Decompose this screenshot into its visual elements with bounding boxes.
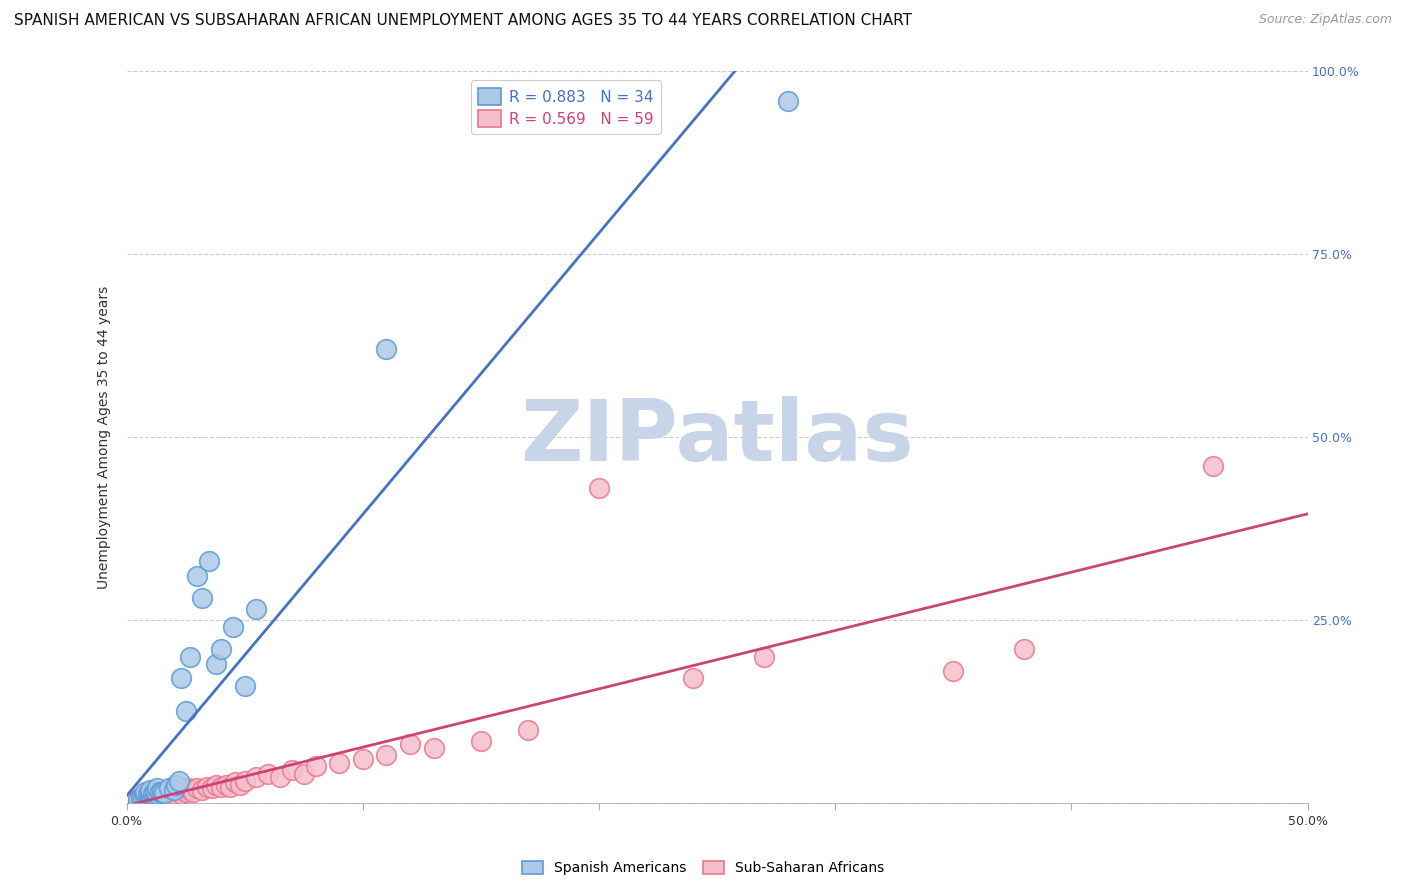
Point bbox=[174, 785, 197, 799]
Point bbox=[224, 775, 246, 789]
Point bbox=[134, 787, 156, 801]
Point bbox=[150, 789, 173, 804]
Point bbox=[198, 554, 221, 568]
Point bbox=[177, 781, 200, 796]
Point bbox=[942, 664, 965, 678]
Point bbox=[229, 777, 252, 792]
Point bbox=[517, 723, 540, 737]
Point bbox=[132, 791, 155, 805]
Point bbox=[170, 787, 193, 801]
Point bbox=[174, 705, 197, 719]
Point bbox=[150, 785, 173, 799]
Point bbox=[588, 481, 610, 495]
Point bbox=[149, 785, 172, 799]
Point bbox=[146, 787, 169, 801]
Y-axis label: Unemployment Among Ages 35 to 44 years: Unemployment Among Ages 35 to 44 years bbox=[97, 285, 111, 589]
Point bbox=[139, 792, 162, 806]
Point bbox=[179, 649, 201, 664]
Point bbox=[143, 785, 166, 799]
Point bbox=[134, 785, 156, 799]
Point bbox=[172, 782, 194, 797]
Point bbox=[470, 733, 492, 747]
Point bbox=[160, 785, 183, 799]
Point bbox=[186, 569, 208, 583]
Legend: R = 0.883   N = 34, R = 0.569   N = 59: R = 0.883 N = 34, R = 0.569 N = 59 bbox=[471, 80, 661, 135]
Point bbox=[776, 94, 799, 108]
Point bbox=[205, 777, 228, 792]
Point bbox=[165, 782, 187, 797]
Point bbox=[141, 787, 163, 801]
Legend: Spanish Americans, Sub-Saharan Africans: Spanish Americans, Sub-Saharan Africans bbox=[516, 855, 890, 880]
Point bbox=[281, 763, 304, 777]
Point bbox=[143, 789, 166, 803]
Text: Source: ZipAtlas.com: Source: ZipAtlas.com bbox=[1258, 13, 1392, 27]
Point bbox=[139, 787, 162, 801]
Point bbox=[209, 642, 232, 657]
Point bbox=[205, 657, 228, 671]
Point bbox=[153, 786, 176, 800]
Point bbox=[163, 782, 186, 797]
Point bbox=[200, 781, 222, 796]
Point bbox=[157, 781, 180, 796]
Point bbox=[141, 789, 163, 804]
Point bbox=[1202, 459, 1225, 474]
Point bbox=[136, 789, 159, 803]
Point bbox=[245, 602, 267, 616]
Point bbox=[1012, 642, 1035, 657]
Point bbox=[191, 591, 214, 605]
Point bbox=[134, 789, 156, 804]
Point bbox=[754, 649, 776, 664]
Point bbox=[257, 766, 280, 780]
Point bbox=[132, 789, 155, 803]
Point bbox=[209, 780, 232, 794]
Point bbox=[352, 752, 374, 766]
Point bbox=[186, 781, 208, 796]
Text: ZIPatlas: ZIPatlas bbox=[520, 395, 914, 479]
Point bbox=[233, 679, 256, 693]
Point bbox=[163, 787, 186, 801]
Point bbox=[146, 787, 169, 801]
Point bbox=[149, 789, 172, 803]
Point bbox=[375, 748, 398, 763]
Point bbox=[129, 789, 152, 804]
Point bbox=[215, 777, 238, 792]
Point bbox=[139, 782, 162, 797]
Point bbox=[304, 759, 326, 773]
Point bbox=[136, 787, 159, 801]
Point bbox=[181, 785, 204, 799]
Point bbox=[219, 780, 242, 794]
Point bbox=[422, 740, 444, 755]
Point bbox=[191, 782, 214, 797]
Point bbox=[292, 766, 315, 780]
Point bbox=[127, 793, 149, 807]
Point bbox=[143, 789, 166, 803]
Point bbox=[167, 773, 190, 788]
Point bbox=[139, 786, 162, 800]
Point bbox=[153, 787, 176, 801]
Point bbox=[146, 781, 169, 796]
Point bbox=[170, 672, 193, 686]
Point bbox=[195, 780, 218, 794]
Point bbox=[139, 789, 162, 803]
Point bbox=[156, 785, 179, 799]
Point bbox=[269, 770, 291, 784]
Point bbox=[375, 343, 398, 357]
Point bbox=[179, 782, 201, 797]
Point bbox=[328, 756, 350, 770]
Point bbox=[222, 620, 245, 634]
Point bbox=[165, 777, 187, 792]
Point bbox=[132, 789, 155, 804]
Point bbox=[167, 785, 190, 799]
Point bbox=[233, 773, 256, 788]
Point bbox=[399, 737, 422, 751]
Point bbox=[157, 789, 180, 803]
Text: SPANISH AMERICAN VS SUBSAHARAN AFRICAN UNEMPLOYMENT AMONG AGES 35 TO 44 YEARS CO: SPANISH AMERICAN VS SUBSAHARAN AFRICAN U… bbox=[14, 13, 912, 29]
Point bbox=[682, 672, 704, 686]
Point bbox=[150, 785, 173, 799]
Point bbox=[245, 770, 267, 784]
Point bbox=[127, 792, 149, 806]
Point bbox=[129, 791, 152, 805]
Point bbox=[134, 789, 156, 803]
Point bbox=[143, 785, 166, 799]
